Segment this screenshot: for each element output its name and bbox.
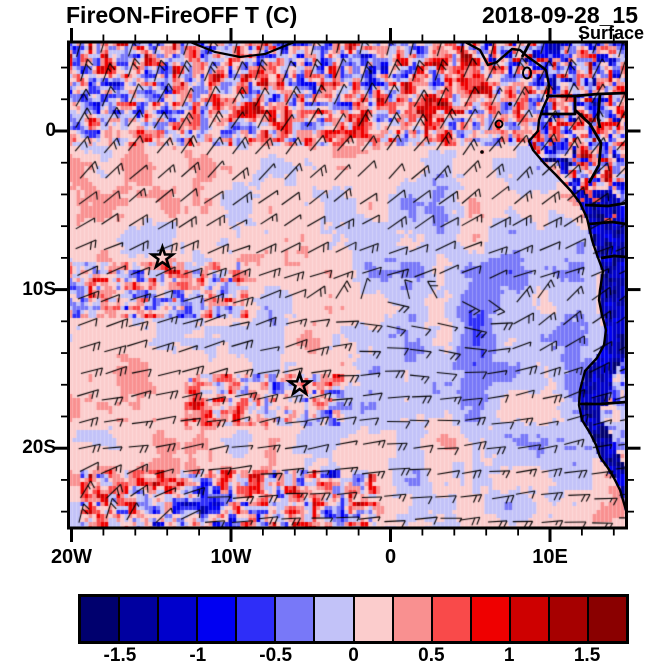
country-border — [574, 108, 603, 184]
star-marker — [285, 369, 314, 397]
country-border — [520, 41, 532, 58]
country-border — [574, 91, 627, 98]
star-marker — [148, 242, 177, 271]
colorbar-tick-label: 1.5 — [573, 645, 601, 666]
island-sao-tome — [494, 119, 504, 129]
colorbar-cell — [508, 597, 548, 641]
colorbar-cell — [235, 597, 275, 641]
colorbar-cell — [196, 597, 236, 641]
colorbar-tick-label: 0 — [348, 645, 359, 666]
x-axis-label: 10W — [210, 546, 252, 568]
colorbar-tick-label: -0.5 — [259, 645, 293, 666]
colorbar-cell — [313, 597, 353, 641]
y-axis-label: 10S — [22, 278, 56, 300]
colorbar-cell — [352, 597, 392, 641]
colorbar-cell — [430, 597, 470, 641]
colorbar-tick-label: -1.5 — [103, 645, 137, 666]
colorbar-cell — [274, 597, 314, 641]
country-border — [600, 254, 627, 260]
coastline-gulf-of-guinea — [189, 40, 296, 59]
colorbar-cell — [547, 597, 588, 641]
colorbar — [78, 594, 629, 644]
island-annobon — [480, 150, 484, 154]
island-principe — [508, 102, 512, 106]
country-border — [588, 220, 627, 226]
colorbar-cell — [118, 597, 158, 641]
y-axis-label: 0 — [45, 120, 56, 141]
colorbar-tick-label: -1 — [189, 645, 207, 666]
country-border — [579, 400, 627, 406]
coastline-africa — [464, 40, 628, 513]
colorbar-tick-label: 1 — [503, 645, 515, 666]
x-axis-label: 20W — [50, 546, 93, 568]
colorbar-cell — [469, 597, 509, 641]
colorbar-cell — [81, 597, 119, 641]
colorbar-cell — [587, 597, 627, 641]
y-axis-label: 20S — [22, 437, 56, 459]
country-border — [596, 93, 602, 129]
country-border — [584, 201, 627, 208]
colorbar-tick-label: 0.5 — [418, 645, 445, 666]
colorbar-cell — [157, 597, 197, 641]
x-axis-label: 10E — [532, 546, 568, 568]
map-border — [67, 40, 628, 530]
country-border — [540, 94, 577, 116]
colorbar-cell — [391, 597, 431, 641]
island-bioko — [522, 66, 532, 80]
x-axis-label: 0 — [384, 546, 397, 568]
